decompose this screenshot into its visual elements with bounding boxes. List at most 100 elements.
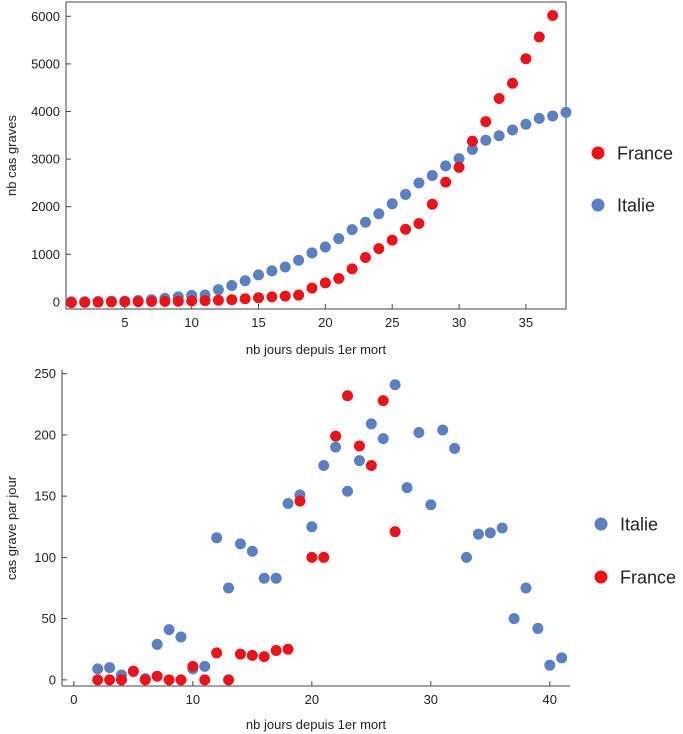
data-point-france [342,390,354,402]
y-tick-label: 50 [42,611,56,626]
data-point-france [440,176,452,188]
data-point-italie [270,572,282,584]
plot-frame [65,1,567,310]
bottom-plot: 0 10 20 30 40 0 50 100 150 200 250 nb jours depuis … [4,366,676,732]
data-point-italie [359,216,371,228]
data-point-italie [401,482,413,494]
data-point-italie [547,110,559,122]
x-tick-label: 10 [186,692,200,707]
data-point-italie [426,169,438,181]
legend-label-italie: Italie [617,196,655,216]
data-point-italie [258,572,270,584]
data-point-france [386,234,398,246]
legend-label-italie: Italie [620,515,658,535]
data-point-france [175,674,187,686]
x-tick-label: 15 [251,315,265,330]
data-point-france [211,647,223,659]
data-point-italie [449,442,461,454]
data-point-italie [484,527,496,539]
data-point-france [377,395,389,407]
data-point-italie [544,659,556,671]
data-point-italie [556,652,568,664]
data-point-italie [480,134,492,146]
legend-marker-italie [591,198,605,212]
data-point-italie [246,545,258,557]
data-point-italie [437,424,449,436]
data-point-italie [266,265,278,277]
data-point-italie [453,153,465,165]
data-point-france [353,440,365,452]
data-point-france [226,294,238,306]
legend-label-france: France [617,144,673,164]
data-point-italie [472,528,484,540]
y-tick-label: 3000 [31,152,60,167]
data-point-france [533,31,545,43]
data-point-italie [460,551,472,563]
data-point-italie [508,613,520,625]
data-point-france [258,651,270,663]
data-point-italie [386,198,398,210]
data-point-italie [533,112,545,124]
x-tick-label: 0 [70,692,77,707]
data-point-italie [226,280,238,292]
x-tick-label: 5 [121,315,128,330]
data-point-france [389,526,401,538]
data-point-france [92,674,104,686]
y-tick-label: 5000 [31,56,60,71]
x-tick-label: 35 [519,315,533,330]
data-point-italie [293,254,305,266]
x-tick-label: 20 [318,315,332,330]
data-point-italie [342,485,354,497]
data-point-france [253,292,265,304]
data-point-france [373,243,385,255]
data-point-italie [346,224,358,236]
legend-marker-france [594,570,608,584]
data-point-france [346,263,358,275]
data-point-italie [151,638,163,650]
data-point-italie [239,275,251,287]
data-point-france [132,296,144,308]
data-point-france [279,290,291,302]
data-point-france [293,289,305,301]
data-point-italie [520,582,532,594]
data-point-italie [199,660,211,672]
y-tick-label: 0 [49,672,56,687]
data-point-italie [389,379,401,391]
data-point-italie [175,631,187,643]
data-point-france [270,644,282,656]
data-point-france [119,296,131,308]
data-point-france [319,277,331,289]
data-point-france [413,218,425,230]
data-point-italie [212,284,224,296]
data-point-france [359,252,371,264]
data-point-france [146,296,158,308]
y-tick-label: 100 [34,550,56,565]
data-point-italie [400,188,412,200]
data-point-italie [353,455,365,467]
data-point-france [212,294,224,306]
data-point-italie [333,233,345,245]
data-point-france [104,674,116,686]
data-point-france [306,282,318,294]
x-axis-title: nb jours depuis 1er mort [246,342,387,357]
data-point-france [127,665,139,677]
data-point-france [480,116,492,128]
data-point-france [92,296,104,308]
data-point-france [400,223,412,235]
data-point-italie [493,130,505,142]
data-point-italie [319,241,331,253]
data-point-italie [163,624,175,636]
data-point-france [199,674,211,686]
legend-marker-italie [594,517,608,531]
data-point-italie [253,269,265,281]
data-point-italie [223,582,235,594]
x-tick-label: 30 [452,315,466,330]
legend-label-france: France [620,568,676,588]
data-point-italie [373,208,385,220]
data-point-italie [425,499,437,511]
data-point-france [223,674,235,686]
data-point-france [139,674,151,686]
data-point-italie [92,663,104,675]
data-point-france [306,551,318,563]
